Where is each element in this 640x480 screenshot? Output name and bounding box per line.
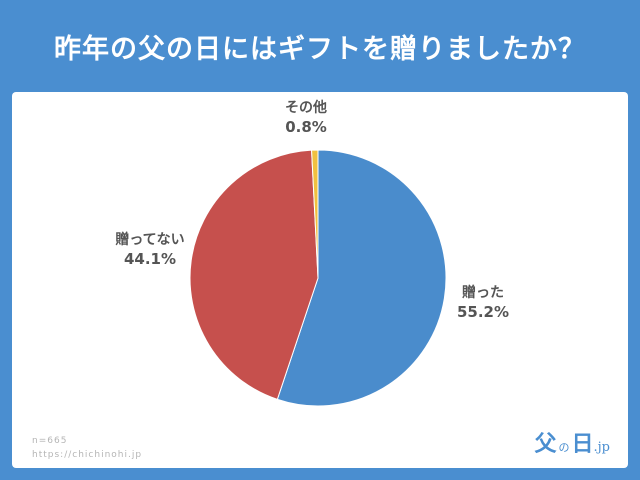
chart-panel: その他 0.8% 贈ってない 44.1% 贈った 55.2% n=665 htt… (12, 92, 628, 468)
logo-char-father: 父 (534, 431, 557, 457)
slice-value-given: 55.2% (456, 302, 510, 321)
slice-label-given: 贈った 55.2% (448, 285, 518, 321)
slice-name-given: 贈った (462, 285, 504, 301)
pie-slice-other (311, 149, 319, 279)
logo-domain: .jp (593, 440, 611, 455)
logo-char-day: 日 (571, 431, 594, 457)
sample-size: n=665 (32, 436, 68, 446)
pie-chart (189, 149, 447, 407)
site-logo: 父 の 日 .jp (534, 426, 610, 458)
slice-name-not-given: 贈ってない (115, 232, 185, 248)
pie-slice-given (276, 149, 447, 407)
slice-value-not-given: 44.1% (123, 249, 177, 268)
slice-label-not-given: 贈ってない 44.1% (110, 232, 190, 268)
slice-value-other: 0.8% (285, 117, 327, 136)
slice-label-other: その他 0.8% (276, 100, 336, 136)
pie-slice-not-given (189, 149, 319, 401)
slice-name-other: その他 (285, 100, 327, 116)
logo-char-no: の (558, 441, 570, 454)
source-url: https://chichinohi.jp (32, 450, 143, 460)
chart-title: 昨年の父の日にはギフトを贈りましたか？ (54, 33, 586, 65)
